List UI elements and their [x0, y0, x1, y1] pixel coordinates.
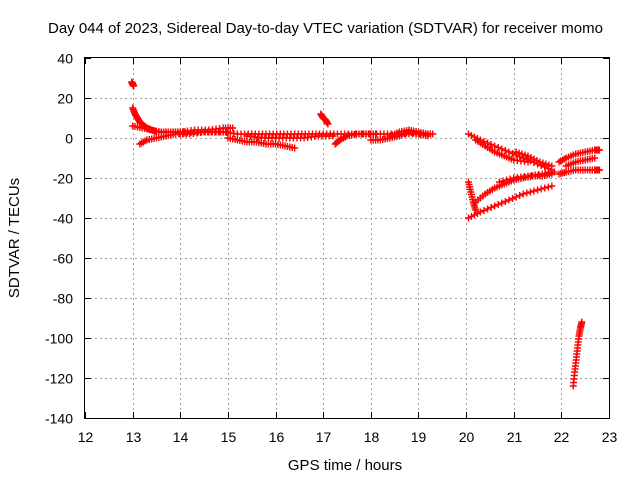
data-point — [487, 141, 495, 148]
x-tick-label: 15 — [221, 429, 237, 445]
series-arc-20-upper — [464, 130, 556, 174]
data-point — [495, 178, 503, 186]
data-point — [329, 132, 337, 140]
data-point — [498, 199, 506, 207]
data-point — [516, 192, 524, 199]
series-band-16-lower — [243, 132, 337, 142]
x-tick-label: 21 — [507, 429, 523, 445]
data-point — [526, 188, 534, 196]
x-tick-label: 13 — [126, 429, 142, 445]
data-point — [372, 130, 380, 138]
x-tick-label: 14 — [173, 429, 189, 445]
data-point — [524, 158, 532, 166]
y-tick-label: 40 — [57, 51, 73, 67]
data-points — [128, 78, 603, 390]
data-point — [591, 154, 599, 162]
data-point — [505, 148, 513, 156]
y-tick-label: -80 — [53, 291, 73, 307]
data-point — [537, 185, 545, 193]
data-point — [544, 183, 552, 191]
x-tick-labels: 12 13 14 15 16 17 18 19 20 21 22 23 — [78, 429, 618, 445]
data-point — [595, 146, 603, 154]
data-point — [506, 175, 514, 183]
series-descent-22 — [569, 318, 586, 390]
data-point — [509, 150, 517, 157]
x-tick-label: 17 — [316, 429, 332, 445]
series-spike-17 — [317, 110, 332, 128]
data-point — [491, 202, 499, 210]
data-point — [541, 184, 549, 192]
x-tick-label: 23 — [602, 429, 618, 445]
plot-frame — [84, 57, 610, 419]
x-axis-title: GPS time / hours — [288, 457, 402, 474]
x-tick-label: 22 — [554, 429, 570, 445]
series-arc-21-fan — [495, 168, 558, 186]
x-tick-label: 18 — [364, 429, 380, 445]
data-point — [291, 144, 299, 152]
data-point — [501, 198, 509, 205]
series-arc-20-lower — [472, 136, 532, 166]
y-tick-labels: 40 20 0 -20 -40 -60 -80 -100 -120 -140 — [45, 51, 73, 427]
y-tick-label: -100 — [45, 331, 73, 347]
data-point — [130, 82, 138, 90]
data-point — [512, 193, 520, 201]
y-axis-title: SDTVAR / TECUs — [6, 178, 23, 298]
data-point — [509, 195, 517, 202]
data-point — [494, 201, 502, 208]
y-tick-label: 0 — [65, 131, 73, 147]
series-arc-21-upper — [512, 148, 556, 170]
data-point — [548, 182, 556, 190]
data-point — [480, 207, 488, 214]
data-point — [550, 168, 558, 176]
data-point — [476, 208, 484, 216]
y-tick-label: 20 — [57, 91, 73, 107]
series-spike-13 — [128, 78, 138, 90]
data-point — [503, 176, 511, 184]
data-point — [505, 196, 513, 204]
series-band-22-lower — [555, 166, 603, 178]
grid — [85, 58, 609, 418]
x-tick-label: 19 — [411, 429, 427, 445]
data-point — [595, 166, 603, 174]
x-tick-label: 16 — [269, 429, 285, 445]
x-tick-label: 12 — [78, 429, 94, 445]
data-point — [229, 124, 237, 132]
series-arc-17-18 — [331, 130, 380, 148]
chart-title: Day 044 of 2023, Sidereal Day-to-day VTE… — [48, 20, 603, 37]
data-point — [424, 130, 432, 138]
data-point — [494, 144, 502, 151]
data-point — [548, 162, 556, 170]
data-point — [501, 147, 509, 154]
y-tick-label: -60 — [53, 251, 73, 267]
data-point — [534, 186, 542, 194]
series-arc-20-rise — [464, 182, 556, 222]
series-band-22-upper — [555, 146, 603, 166]
data-point — [324, 120, 332, 128]
y-tick-label: -120 — [45, 371, 73, 387]
series-band-18-19b — [386, 126, 432, 140]
y-tick-label: -40 — [53, 211, 73, 227]
data-point — [491, 142, 499, 150]
data-point — [530, 187, 538, 195]
x-tick-label: 20 — [459, 429, 475, 445]
data-point — [498, 145, 506, 153]
data-point — [484, 205, 492, 213]
data-point — [578, 318, 586, 326]
data-point — [523, 189, 531, 197]
axis-ticks — [85, 58, 610, 419]
data-point — [499, 177, 507, 185]
y-tick-label: -20 — [53, 171, 73, 187]
series-arc-20-drop — [464, 178, 480, 214]
series-band-22-mid — [562, 154, 599, 170]
data-point — [487, 204, 495, 211]
data-point — [519, 190, 527, 198]
y-tick-label: -140 — [45, 411, 73, 427]
